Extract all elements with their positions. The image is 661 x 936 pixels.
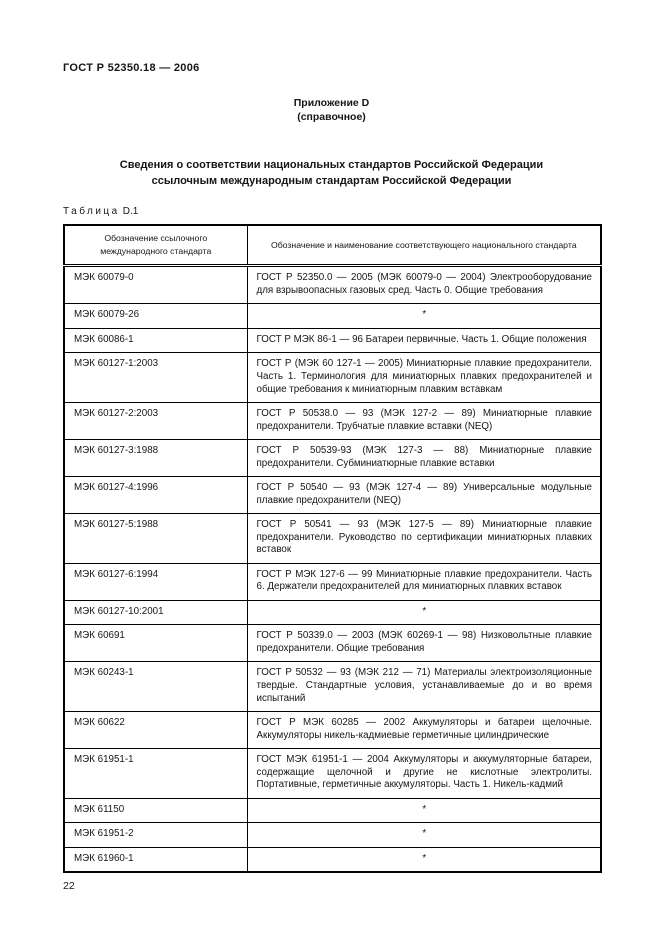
cell-national-standard: ГОСТ Р 50539-93 (МЭК 127-3 — 88) Миниатю… bbox=[246, 439, 602, 478]
annex-subtitle: (справочное) bbox=[297, 111, 366, 124]
table-label: Таблица D.1 bbox=[63, 206, 600, 217]
annex-heading: Приложение D (справочное) bbox=[63, 96, 600, 124]
cell-international-standard: МЭК 60127-10:2001 bbox=[63, 599, 248, 626]
table-row: МЭК 60127-3:1988 ГОСТ Р 50539-93 (МЭК 12… bbox=[63, 439, 602, 478]
cell-international-standard: МЭК 61951-2 bbox=[63, 822, 248, 848]
cell-international-standard: МЭК 60243-1 bbox=[63, 661, 248, 713]
cell-national-standard: ГОСТ Р 50339.0 — 2003 (МЭК 60269-1 — 98)… bbox=[246, 624, 602, 663]
cell-national-standard: ГОСТ Р (МЭК 60 127-1 — 2005) Миниатюрные… bbox=[246, 352, 602, 404]
cell-national-standard: * bbox=[246, 846, 602, 873]
cell-national-standard: ГОСТ Р 52350.0 — 2005 (МЭК 60079-0 — 200… bbox=[246, 265, 602, 305]
cell-national-standard: ГОСТ Р 50532 — 93 (МЭК 212 — 71) Материа… bbox=[246, 661, 602, 713]
cell-national-standard: ГОСТ Р 50540 — 93 (МЭК 127-4 — 89) Униве… bbox=[246, 476, 602, 515]
cell-international-standard: МЭК 60086-1 bbox=[63, 327, 248, 354]
cell-international-standard: МЭК 60127-5:1988 bbox=[63, 513, 248, 564]
table-label-word: Таблица bbox=[63, 206, 120, 218]
cell-international-standard: МЭК 61150 bbox=[63, 797, 248, 824]
table-row: МЭК 60127-10:2001 * bbox=[63, 599, 602, 626]
cell-national-standard: * bbox=[246, 822, 602, 848]
cell-international-standard: МЭК 60127-3:1988 bbox=[63, 439, 248, 478]
cell-international-standard: МЭК 60127-4:1996 bbox=[63, 476, 248, 515]
cell-international-standard: МЭК 60079-26 bbox=[63, 303, 248, 329]
cell-national-standard: * bbox=[246, 303, 602, 329]
cell-international-standard: МЭК 60127-1:2003 bbox=[63, 352, 248, 404]
cell-international-standard: МЭК 61960-1 bbox=[63, 846, 248, 873]
table-row: МЭК 60079-0 ГОСТ Р 52350.0 — 2005 (МЭК 6… bbox=[63, 265, 602, 305]
table-row: МЭК 61951-1 ГОСТ МЭК 61951-1 — 2004 Акку… bbox=[63, 748, 602, 799]
section-title-line1: Сведения о соответствии национальных ста… bbox=[119, 159, 544, 172]
table-row: МЭК 60127-1:2003 ГОСТ Р (МЭК 60 127-1 — … bbox=[63, 352, 602, 404]
table-row: МЭК 60622 ГОСТ Р МЭК 60285 — 2002 Аккуму… bbox=[63, 711, 602, 750]
section-title: Сведения о соответствии национальных ста… bbox=[63, 158, 600, 190]
cell-national-standard: ГОСТ Р МЭК 60285 — 2002 Аккумуляторы и б… bbox=[246, 711, 602, 750]
table-row: МЭК 60127-4:1996 ГОСТ Р 50540 — 93 (МЭК … bbox=[63, 476, 602, 515]
cell-national-standard: ГОСТ Р 50538.0 — 93 (МЭК 127-2 — 89) Мин… bbox=[246, 402, 602, 441]
cell-national-standard: ГОСТ Р МЭК 86-1 — 96 Батареи первичные. … bbox=[246, 327, 602, 354]
cell-international-standard: МЭК 60622 bbox=[63, 711, 248, 750]
table-body: МЭК 60079-0 ГОСТ Р 52350.0 — 2005 (МЭК 6… bbox=[63, 265, 602, 873]
table-row: МЭК 60079-26 * bbox=[63, 303, 602, 329]
cell-international-standard: МЭК 60691 bbox=[63, 624, 248, 663]
section-title-line2: ссылочным международным стандартам Росси… bbox=[151, 175, 512, 188]
table-row: МЭК 60691 ГОСТ Р 50339.0 — 2003 (МЭК 602… bbox=[63, 624, 602, 663]
cell-national-standard: * bbox=[246, 797, 602, 824]
table-row: МЭК 61951-2 * bbox=[63, 822, 602, 848]
table-row: МЭК 60243-1 ГОСТ Р 50532 — 93 (МЭК 212 —… bbox=[63, 661, 602, 713]
cell-national-standard: ГОСТ Р МЭК 127-6 — 99 Миниатюрные плавки… bbox=[246, 562, 602, 601]
table-row: МЭК 61150 * bbox=[63, 797, 602, 824]
cell-national-standard: ГОСТ Р 50541 — 93 (МЭК 127-5 — 89) Миниа… bbox=[246, 513, 602, 564]
table-header-row: Обозначение ссылочного международного ст… bbox=[63, 224, 602, 268]
table-row: МЭК 60127-2:2003 ГОСТ Р 50538.0 — 93 (МЭ… bbox=[63, 402, 602, 441]
table-row: МЭК 61960-1 * bbox=[63, 846, 602, 873]
table-row: МЭК 60127-5:1988 ГОСТ Р 50541 — 93 (МЭК … bbox=[63, 513, 602, 564]
cell-international-standard: МЭК 61951-1 bbox=[63, 748, 248, 799]
doc-number: ГОСТ Р 52350.18 — 2006 bbox=[63, 62, 200, 74]
cell-international-standard: МЭК 60079-0 bbox=[63, 265, 248, 305]
cell-international-standard: МЭК 60127-6:1994 bbox=[63, 562, 248, 601]
correspondence-table: Обозначение ссылочного международного ст… bbox=[63, 224, 602, 874]
cell-international-standard: МЭК 60127-2:2003 bbox=[63, 402, 248, 441]
page-number: 22 bbox=[63, 880, 75, 893]
cell-national-standard: * bbox=[246, 599, 602, 626]
cell-national-standard: ГОСТ МЭК 61951-1 — 2004 Аккумуляторы и а… bbox=[246, 748, 602, 799]
table-row: МЭК 60086-1 ГОСТ Р МЭК 86-1 — 96 Батареи… bbox=[63, 327, 602, 354]
column-header-national-standard: Обозначение и наименование соответствующ… bbox=[246, 224, 602, 268]
table-row: МЭК 60127-6:1994 ГОСТ Р МЭК 127-6 — 99 М… bbox=[63, 562, 602, 601]
annex-title: Приложение D bbox=[293, 97, 370, 109]
column-header-international-standard: Обозначение ссылочного международного ст… bbox=[63, 224, 248, 268]
table-label-number: D.1 bbox=[122, 206, 139, 218]
